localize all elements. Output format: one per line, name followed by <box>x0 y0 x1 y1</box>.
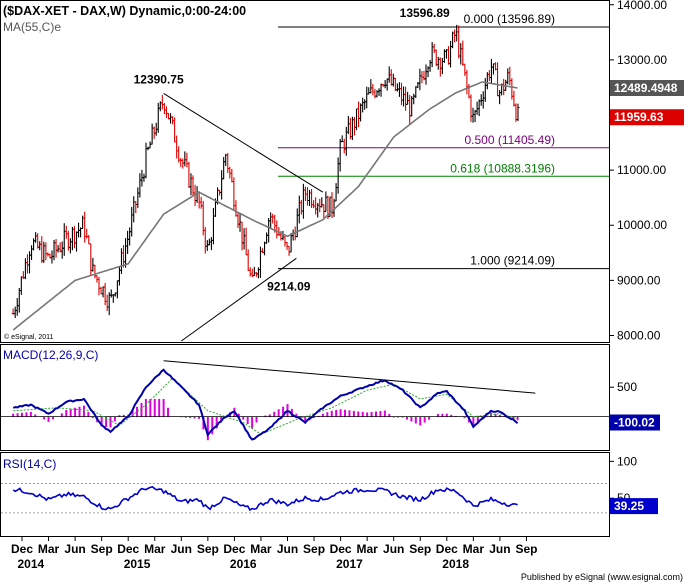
rsi-tag-bg-0 <box>610 498 658 515</box>
macd-trendline <box>163 360 536 394</box>
x-year-label-4: 2018 <box>442 557 469 571</box>
x-month-label-19: Sep <box>515 542 537 556</box>
macd-tag-bg-1 <box>610 414 660 431</box>
trendline-0 <box>163 93 324 193</box>
x-month-label-13: Mar <box>356 542 378 556</box>
macd-layer <box>1 360 609 441</box>
x-year-label-0: 2014 <box>17 557 44 571</box>
x-month-label-5: Mar <box>144 542 166 556</box>
fib-label-2: 0.618 (10888.3196) <box>450 161 555 175</box>
label-high-2018: 13596.89 <box>400 6 450 20</box>
x-month-label-18: Jun <box>489 542 510 556</box>
rsi-line <box>12 486 518 512</box>
x-year-label-1: 2015 <box>124 557 151 571</box>
x-month-label-8: Dec <box>223 542 245 556</box>
x-month-label-12: Dec <box>330 542 352 556</box>
price-tag-1: 11959.63 <box>614 110 664 124</box>
trendline-1 <box>181 257 297 342</box>
axis-layer: 14000.0013000.0012000.0011000.0010000.00… <box>11 0 684 571</box>
watermark: © eSignal, 2011 <box>4 333 54 341</box>
macd-tag-1: -100.02 <box>614 416 655 430</box>
x-month-label-10: Jun <box>277 542 298 556</box>
price-tick-label-4: 10000.00 <box>617 218 667 232</box>
x-month-label-15: Sep <box>409 542 431 556</box>
price-tick-label-1: 13000.00 <box>617 53 667 67</box>
x-month-label-4: Dec <box>117 542 139 556</box>
price-tick-label-6: 8000.00 <box>617 328 661 342</box>
x-month-label-16: Dec <box>436 542 458 556</box>
x-month-label-3: Sep <box>91 542 113 556</box>
chart-title: ($DAX-XET - DAX,W) Dynamic,0:00-24:00 <box>3 4 246 18</box>
x-month-label-1: Mar <box>38 542 60 556</box>
x-month-label-14: Jun <box>383 542 404 556</box>
rsi-tag-0: 39.25 <box>614 499 644 513</box>
macd-title: MACD(12,26,9,C) <box>3 348 98 362</box>
x-year-label-2: 2016 <box>230 557 257 571</box>
macd-line <box>12 368 519 441</box>
macd-tick-label-0: 500 <box>617 380 637 394</box>
x-month-label-11: Sep <box>303 542 325 556</box>
rsi-title: RSI(14,C) <box>3 457 56 471</box>
price-tick-label-0: 14000.00 <box>617 0 667 12</box>
rsi-panel-frame <box>0 452 610 537</box>
price-tag-bg-0 <box>610 80 684 97</box>
price-tag-0: 12489.4948 <box>614 81 678 95</box>
macd-panel-frame <box>0 344 610 451</box>
rsi-layer <box>1 483 609 514</box>
fib-label-1: 0.500 (11405.49) <box>464 133 555 147</box>
x-month-label-6: Jun <box>171 542 192 556</box>
fib-label-3: 1.000 (9214.09) <box>470 254 555 268</box>
label-high-2015: 12390.75 <box>134 72 184 86</box>
price-tick-label-5: 9000.00 <box>617 273 661 287</box>
x-year-label-3: 2017 <box>336 557 363 571</box>
x-month-label-0: Dec <box>11 542 33 556</box>
fib-label-0: 0.000 (13596.89) <box>464 12 555 26</box>
x-month-label-7: Sep <box>197 542 219 556</box>
price-panel-frame <box>0 0 610 343</box>
price-tag-bg-1 <box>610 109 684 126</box>
x-month-label-2: Jun <box>64 542 85 556</box>
price-tick-label-3: 11000.00 <box>617 163 666 177</box>
price-layer: 0.000 (13596.89) 0.500 (11405.49) 0.618 (1… <box>11 6 609 342</box>
label-low-2016: 9214.09 <box>267 280 311 294</box>
ma-line <box>12 81 518 331</box>
ma-legend: MA(55,C)e <box>3 20 61 34</box>
rsi-tick-label-0: 100 <box>617 454 637 468</box>
footer-credit: Published by eSignal (www.esignal.com) <box>521 572 683 582</box>
x-month-label-17: Mar <box>463 542 485 556</box>
x-month-label-9: Mar <box>250 542 272 556</box>
